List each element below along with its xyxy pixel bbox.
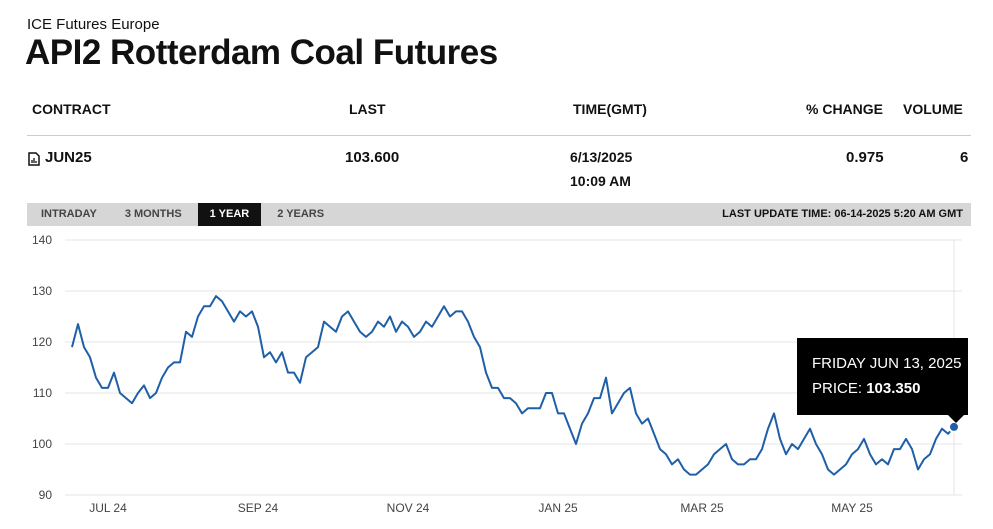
x-tick-label: NOV 24 <box>387 501 430 515</box>
tab[interactable]: 3 MONTHS <box>124 208 182 220</box>
tab[interactable]: INTRADAY <box>41 208 97 220</box>
column-header: % CHANGE <box>806 101 884 117</box>
volume: 6 <box>960 149 969 166</box>
column-header: LAST <box>349 101 386 117</box>
y-tick-label: 90 <box>39 488 53 502</box>
tab[interactable]: 1 YEAR <box>197 203 262 226</box>
price-line <box>71 295 955 476</box>
tab[interactable]: 2 YEARS <box>277 208 325 220</box>
y-tick-label: 120 <box>32 335 52 349</box>
tooltip-pointer <box>948 415 964 423</box>
x-tick-label: MAR 25 <box>680 501 724 515</box>
tooltip-box <box>797 338 968 415</box>
tooltip-label: PRICE: <box>812 380 862 397</box>
y-tick-label: 110 <box>33 386 52 400</box>
page-title: API2 Rotterdam Coal Futures <box>25 33 498 72</box>
contract[interactable]: JUN25 <box>45 149 92 166</box>
y-tick-label: 130 <box>32 284 52 298</box>
x-tick-label: JAN 25 <box>538 501 578 515</box>
x-tick-label: MAY 25 <box>831 501 873 515</box>
trade-time: 10:09 AM <box>570 173 631 189</box>
exchange: ICE Futures Europe <box>27 16 160 33</box>
last-price: 103.600 <box>345 149 400 166</box>
column-header: TIME(GMT) <box>573 101 647 117</box>
x-tick-label: SEP 24 <box>238 501 279 515</box>
percent-change: 0.975 <box>846 149 884 166</box>
hover-point <box>948 420 960 433</box>
tooltip-date: FRIDAY JUN 13, 2025 <box>812 355 962 372</box>
y-tick-label: 140 <box>32 233 52 247</box>
tooltip-price: PRICE: 103.350 <box>812 380 920 397</box>
column-header: VOLUME <box>903 101 963 117</box>
chart-icon <box>28 152 40 166</box>
trade-date: 6/13/2025 <box>570 149 633 165</box>
last-update: LAST UPDATE TIME: 06-14-2025 5:20 AM GMT <box>722 208 963 220</box>
y-tick-label: 100 <box>32 437 52 451</box>
tooltip-value: 103.350 <box>866 380 920 397</box>
tab-bar <box>27 203 971 226</box>
column-header: CONTRACT <box>32 101 111 117</box>
divider <box>27 135 971 136</box>
x-tick-label: JUL 24 <box>89 501 127 515</box>
